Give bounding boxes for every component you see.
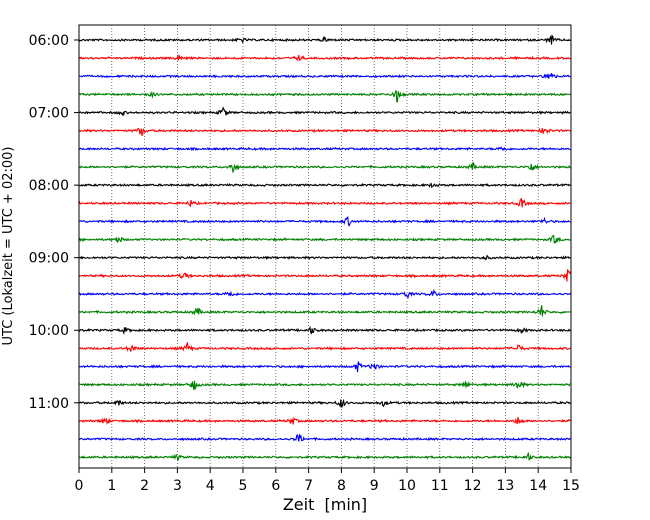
trace-1130: [78, 434, 571, 442]
x-tick-label: 0: [75, 478, 84, 494]
trace-0830: [78, 216, 571, 227]
x-tick-label: 13: [496, 478, 514, 494]
x-tick-label: 11: [431, 478, 449, 494]
trace-0845: [78, 234, 571, 245]
y-tick-label: 06:00: [29, 33, 69, 49]
trace-0815: [78, 197, 571, 208]
x-tick-label: 9: [370, 478, 379, 494]
trace-0945: [78, 305, 571, 317]
x-tick-label: 2: [140, 478, 149, 494]
y-axis-ticks: 06:00 07:00 08:00 09:00 10:00 11:00: [29, 33, 79, 412]
y-tick-label: 08:00: [29, 178, 69, 194]
x-tick-label: 8: [337, 478, 346, 494]
trace-0645: [78, 90, 571, 103]
trace-0600: [78, 34, 571, 45]
seismogram-traces: [78, 34, 571, 461]
trace-1145: [78, 452, 571, 461]
trace-1000: [78, 325, 571, 336]
y-tick-label: 09:00: [29, 251, 69, 267]
x-tick-label: 5: [239, 478, 248, 494]
trace-0715: [78, 127, 571, 136]
plot-frame: [78, 24, 572, 469]
y-tick-label: 10:00: [29, 323, 69, 339]
trace-0800: [78, 182, 571, 189]
trace-1100: [78, 398, 571, 408]
trace-0615: [78, 54, 571, 62]
x-tick-label: 3: [173, 478, 182, 494]
y-axis-label: UTC (Lokalzeit = UTC + 02:00): [1, 147, 16, 346]
trace-0915: [78, 269, 571, 282]
trace-0745: [78, 161, 571, 174]
y-tick-label: 07:00: [29, 106, 69, 122]
x-tick-label: 6: [271, 478, 280, 494]
x-tick-label: 4: [206, 478, 215, 494]
trace-1045: [78, 380, 571, 391]
trace-1015: [78, 341, 571, 352]
trace-1115: [78, 416, 571, 425]
y-tick-label: 11:00: [29, 396, 69, 412]
vertical-gridlines: [111, 25, 539, 468]
trace-0700: [78, 106, 571, 117]
x-axis-ticks: 0 1 2 3 4 5 6 7 8 9 10 11 12 13 14 15: [75, 468, 580, 494]
trace-1030: [78, 361, 571, 373]
x-tick-label: 14: [529, 478, 547, 494]
trace-0900: [78, 254, 571, 261]
x-tick-label: 10: [398, 478, 416, 494]
x-tick-label: 7: [304, 478, 313, 494]
x-tick-label: 15: [562, 478, 580, 494]
trace-0630: [78, 73, 571, 79]
x-axis-label: Zeit [min]: [283, 495, 367, 514]
x-tick-label: 1: [107, 478, 116, 494]
trace-0730: [78, 146, 571, 152]
trace-0930: [78, 288, 571, 299]
x-tick-label: 12: [464, 478, 482, 494]
